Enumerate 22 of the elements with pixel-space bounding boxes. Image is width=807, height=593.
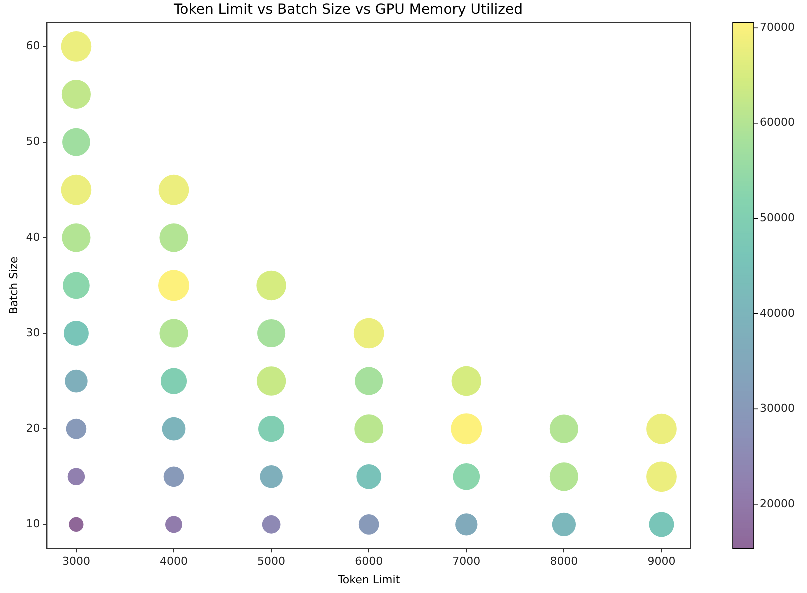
x-tick-label: 4000 [160, 555, 188, 568]
x-tick-label: 9000 [648, 555, 676, 568]
x-tick-label: 5000 [258, 555, 286, 568]
x-axis-title: Token Limit [337, 573, 401, 586]
y-tick-label: 60 [26, 40, 40, 53]
x-tick-label: 3000 [62, 555, 90, 568]
x-tick-label: 8000 [550, 555, 578, 568]
color-bar-label: 60000 [760, 116, 795, 130]
y-tick-label: 30 [26, 326, 40, 340]
x-tick-label: 7000 [452, 555, 481, 568]
y-tick-label: 40 [26, 230, 40, 244]
y-axis-title: Batch Size [7, 256, 20, 315]
chart-title: Token Limit vs Batch Size vs GPU Memory Utilized [172, 2, 524, 18]
color-bar-label: 70000 [760, 20, 795, 34]
color-bar-label: 40000 [760, 306, 795, 320]
color-bar-label: 50000 [760, 212, 795, 224]
y-tick-label: 50 [26, 135, 40, 148]
color-bar-label: 20000 [760, 497, 795, 510]
y-tick-label: 10 [26, 518, 40, 531]
y-tick-label: 20 [26, 422, 40, 435]
x-tick-label: 6000 [355, 555, 384, 568]
color-bar-label: 30000 [760, 402, 795, 416]
